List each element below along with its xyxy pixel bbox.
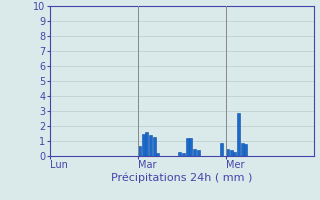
Bar	[178, 152, 181, 156]
Bar	[226, 148, 229, 156]
Bar	[244, 144, 247, 156]
Bar	[145, 132, 148, 156]
Bar	[233, 152, 236, 156]
Bar	[186, 138, 188, 156]
Bar	[142, 134, 145, 156]
Bar	[189, 138, 192, 156]
Bar	[138, 146, 141, 156]
X-axis label: Précipitations 24h ( mm ): Précipitations 24h ( mm )	[111, 173, 252, 183]
Bar	[153, 137, 156, 156]
Bar	[156, 153, 159, 156]
Bar	[193, 148, 196, 156]
Bar	[230, 150, 233, 156]
Bar	[182, 153, 185, 156]
Bar	[237, 112, 240, 156]
Bar	[241, 142, 244, 156]
Bar	[220, 142, 223, 156]
Bar	[196, 150, 200, 156]
Bar	[149, 135, 152, 156]
